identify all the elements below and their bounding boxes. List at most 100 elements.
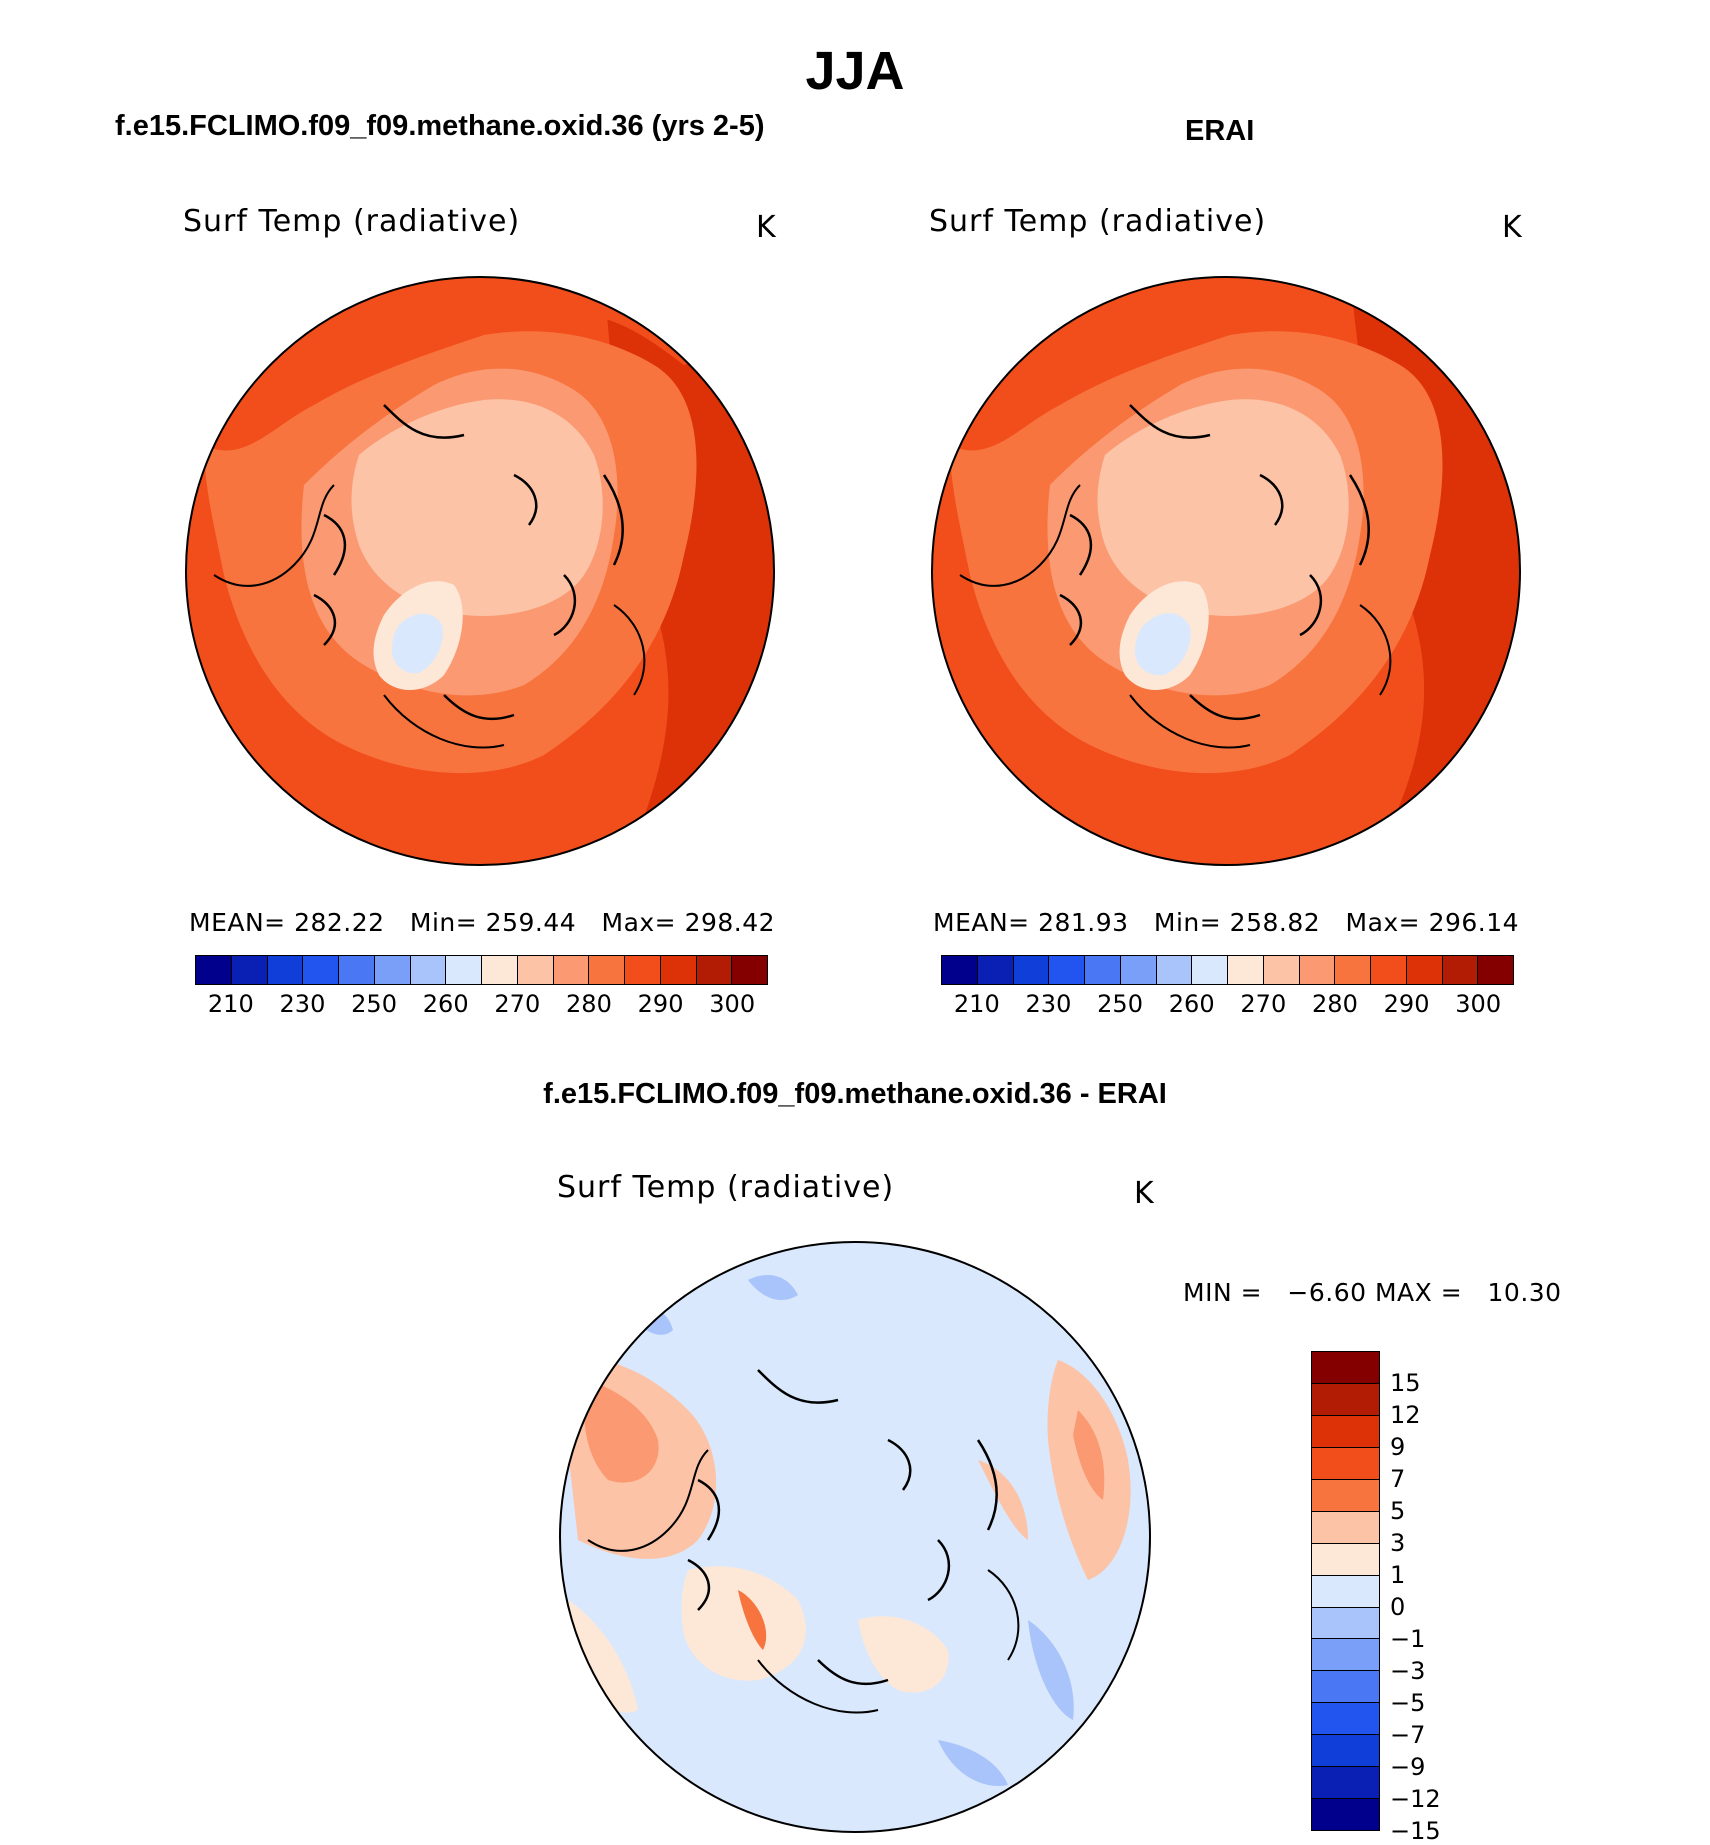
colorbar-swatch xyxy=(1049,956,1085,984)
colorbar-swatch xyxy=(1312,1479,1379,1512)
colorbar-tick-label: 280 xyxy=(566,990,612,1018)
colorbar-tick-label: 250 xyxy=(1097,990,1143,1018)
panel-3-units: K xyxy=(1134,1176,1155,1211)
colorbar-swatch xyxy=(1335,956,1371,984)
colorbar-swatch xyxy=(1156,956,1193,984)
colorbar-tick-label: 0 xyxy=(1390,1593,1406,1621)
panel-2-polar-map xyxy=(930,275,1522,867)
colorbar-swatch xyxy=(696,956,733,984)
colorbar-tick-label: 300 xyxy=(709,990,756,1018)
colorbar-swatch xyxy=(1312,1799,1379,1831)
colorbar-tick-label: 9 xyxy=(1390,1433,1406,1461)
colorbar-swatch xyxy=(231,956,268,984)
colorbar-tick-label: 12 xyxy=(1390,1401,1421,1429)
colorbar-tick-label: 230 xyxy=(279,990,326,1018)
colorbar-swatch xyxy=(1312,1447,1379,1480)
colorbar-tick-label: 290 xyxy=(637,990,684,1018)
colorbar-swatch xyxy=(732,956,767,984)
colorbar-swatch xyxy=(625,956,661,984)
colorbar-swatch xyxy=(1299,956,1336,984)
figure-title: JJA xyxy=(805,41,905,101)
colorbar-tick-label: 300 xyxy=(1455,990,1502,1018)
colorbar-tick-label: −5 xyxy=(1390,1689,1426,1717)
panel-1-variable: Surf Temp (radiative) xyxy=(183,204,521,239)
colorbar-tick-label: 15 xyxy=(1390,1369,1421,1397)
panel-1-stats: MEAN= 282.22 Min= 259.44 Max= 298.42 xyxy=(189,908,776,937)
colorbar-tick-label: −9 xyxy=(1390,1753,1426,1781)
colorbar-swatch xyxy=(196,956,232,984)
colorbar-tick-label: 210 xyxy=(953,990,1000,1018)
panel-2-variable: Surf Temp (radiative) xyxy=(929,204,1267,239)
colorbar-swatch xyxy=(267,956,304,984)
colorbar-swatch xyxy=(1312,1671,1379,1704)
colorbar-tick-label: 270 xyxy=(494,990,541,1018)
panel-1-colorbar xyxy=(195,955,768,985)
panel-2-title: ERAI xyxy=(1185,115,1255,147)
colorbar-tick-label: 1 xyxy=(1390,1561,1406,1589)
panel-3-polar-map xyxy=(558,1240,1152,1834)
colorbar-tick-label: 250 xyxy=(351,990,397,1018)
colorbar-tick-label: 3 xyxy=(1390,1529,1406,1557)
colorbar-swatch xyxy=(1192,956,1228,984)
panel-3-variable: Surf Temp (radiative) xyxy=(557,1170,895,1205)
colorbar-swatch xyxy=(1478,956,1513,984)
colorbar-swatch xyxy=(517,956,554,984)
colorbar-swatch xyxy=(339,956,375,984)
colorbar-swatch xyxy=(446,956,482,984)
colorbar-swatch xyxy=(1312,1543,1379,1576)
panel-1-polar-map xyxy=(184,275,776,867)
panel-2-colorbar-ticks: 210 230 250 260 270 280 290 300 xyxy=(941,990,1514,1020)
colorbar-swatch xyxy=(1263,956,1300,984)
panel-2-colorbar xyxy=(941,955,1514,985)
colorbar-swatch xyxy=(1312,1607,1379,1640)
colorbar-tick-label: 290 xyxy=(1383,990,1430,1018)
colorbar-tick-label: 280 xyxy=(1312,990,1358,1018)
colorbar-swatch xyxy=(1228,956,1264,984)
colorbar-swatch xyxy=(1312,1575,1379,1608)
panel-1-colorbar-ticks: 210 230 250 260 270 280 290 300 xyxy=(195,990,768,1020)
panel-1-title: f.e15.FCLIMO.f09_f09.methane.oxid.36 (yr… xyxy=(115,110,765,142)
colorbar-swatch xyxy=(482,956,518,984)
colorbar-swatch xyxy=(1085,956,1121,984)
panel-3-title: f.e15.FCLIMO.f09_f09.methane.oxid.36 - E… xyxy=(543,1078,1167,1110)
colorbar-tick-label: 270 xyxy=(1240,990,1287,1018)
colorbar-swatch xyxy=(1312,1383,1379,1416)
colorbar-tick-label: −12 xyxy=(1390,1785,1441,1813)
colorbar-swatch xyxy=(1312,1703,1379,1736)
colorbar-swatch xyxy=(977,956,1014,984)
colorbar-swatch xyxy=(1312,1639,1379,1672)
colorbar-swatch xyxy=(589,956,625,984)
colorbar-tick-label: 230 xyxy=(1025,990,1072,1018)
colorbar-tick-label: 5 xyxy=(1390,1497,1406,1525)
panel-3-colorbar xyxy=(1311,1351,1380,1831)
colorbar-swatch xyxy=(553,956,590,984)
panel-3-colorbar-ticks: 15 12 9 7 5 3 1 0 −1 −3 −5 −7 −9 −12 −15 xyxy=(1390,1351,1470,1845)
colorbar-tick-label: −7 xyxy=(1390,1721,1426,1749)
colorbar-swatch xyxy=(1406,956,1443,984)
colorbar-swatch xyxy=(660,956,697,984)
colorbar-tick-label: 260 xyxy=(1168,990,1215,1018)
colorbar-swatch xyxy=(942,956,978,984)
colorbar-swatch xyxy=(410,956,447,984)
panel-1-units: K xyxy=(756,210,777,245)
colorbar-tick-label: −1 xyxy=(1390,1625,1426,1653)
panel-3-stats: MIN = −6.60 MAX = 10.30 xyxy=(1183,1278,1562,1307)
colorbar-tick-label: −15 xyxy=(1390,1817,1441,1845)
colorbar-swatch xyxy=(303,956,339,984)
panel-2-units: K xyxy=(1502,210,1523,245)
colorbar-tick-label: 7 xyxy=(1390,1465,1406,1493)
colorbar-swatch xyxy=(1312,1415,1379,1448)
colorbar-swatch xyxy=(1442,956,1479,984)
colorbar-tick-label: −3 xyxy=(1390,1657,1426,1685)
colorbar-swatch xyxy=(1371,956,1407,984)
colorbar-swatch xyxy=(1312,1352,1379,1384)
colorbar-swatch xyxy=(374,956,411,984)
panel-2-stats: MEAN= 281.93 Min= 258.82 Max= 296.14 xyxy=(933,908,1520,937)
colorbar-swatch xyxy=(1013,956,1050,984)
colorbar-swatch xyxy=(1312,1767,1379,1800)
colorbar-swatch xyxy=(1312,1735,1379,1768)
colorbar-tick-label: 260 xyxy=(422,990,469,1018)
colorbar-tick-label: 210 xyxy=(207,990,254,1018)
colorbar-swatch xyxy=(1120,956,1157,984)
colorbar-swatch xyxy=(1312,1511,1379,1544)
